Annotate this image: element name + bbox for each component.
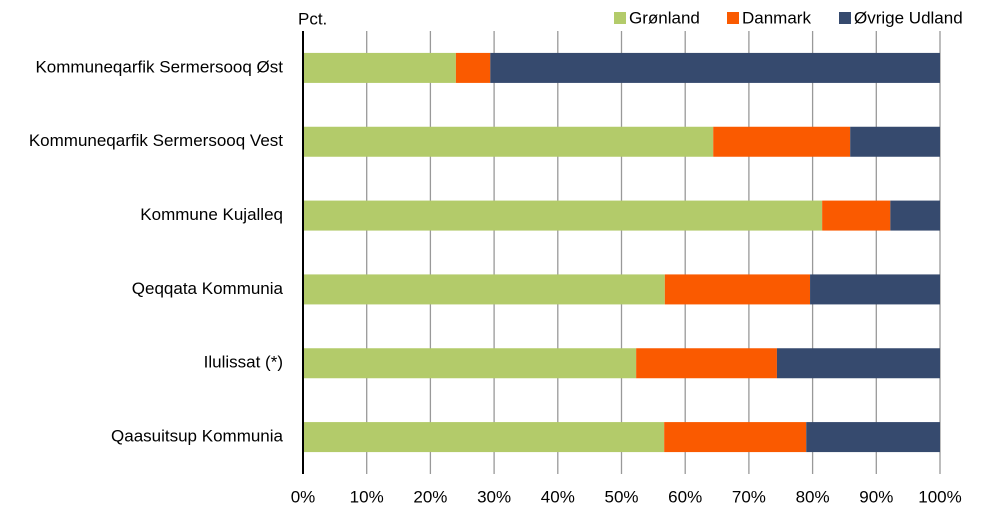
bar-segment (664, 422, 807, 453)
x-tick-label: 20% (413, 487, 447, 506)
x-tick-label: 80% (796, 487, 830, 506)
x-tick-label: 60% (668, 487, 702, 506)
bar-segment (303, 348, 637, 379)
legend-swatch (614, 12, 626, 24)
y-tick-label: Ilulissat (*) (204, 353, 283, 372)
legend-swatch (839, 12, 851, 24)
bar-segment (303, 52, 456, 83)
bar-segment (303, 274, 665, 305)
bar-segment (664, 274, 811, 305)
bar-segment (303, 422, 665, 453)
x-tick-label: 0% (291, 487, 316, 506)
axis-label: Pct. (298, 9, 327, 28)
bar-segment (636, 348, 777, 379)
legend-label: Grønland (629, 8, 700, 27)
y-tick-label: Qaasuitsup Kommunia (111, 427, 284, 446)
bar-segment (890, 200, 940, 231)
legend-swatch (727, 12, 739, 24)
bar-segment (776, 348, 940, 379)
bar-segment (490, 52, 940, 83)
y-tick-label: Kommuneqarfik Sermersooq Vest (29, 131, 283, 150)
bar-segment (303, 200, 823, 231)
bar-segment (806, 422, 940, 453)
x-tick-label: 70% (732, 487, 766, 506)
bar-segment (713, 126, 851, 157)
y-tick-label: Kommune Kujalleq (140, 205, 283, 224)
x-tick-label: 90% (859, 487, 893, 506)
x-tick-label: 30% (477, 487, 511, 506)
legend-label: Øvrige Udland (854, 8, 963, 27)
bar-segment (303, 126, 714, 157)
x-tick-label: 100% (918, 487, 961, 506)
x-tick-label: 10% (350, 487, 384, 506)
x-tick-label: 40% (541, 487, 575, 506)
bar-segment (822, 200, 891, 231)
x-tick-label: 50% (604, 487, 638, 506)
bar-segment (850, 126, 940, 157)
y-tick-label: Qeqqata Kommunia (132, 279, 284, 298)
bar-segment (455, 52, 491, 83)
bar-segment (810, 274, 940, 305)
y-tick-label: Kommuneqarfik Sermersooq Øst (35, 57, 283, 76)
legend-label: Danmark (742, 8, 811, 27)
